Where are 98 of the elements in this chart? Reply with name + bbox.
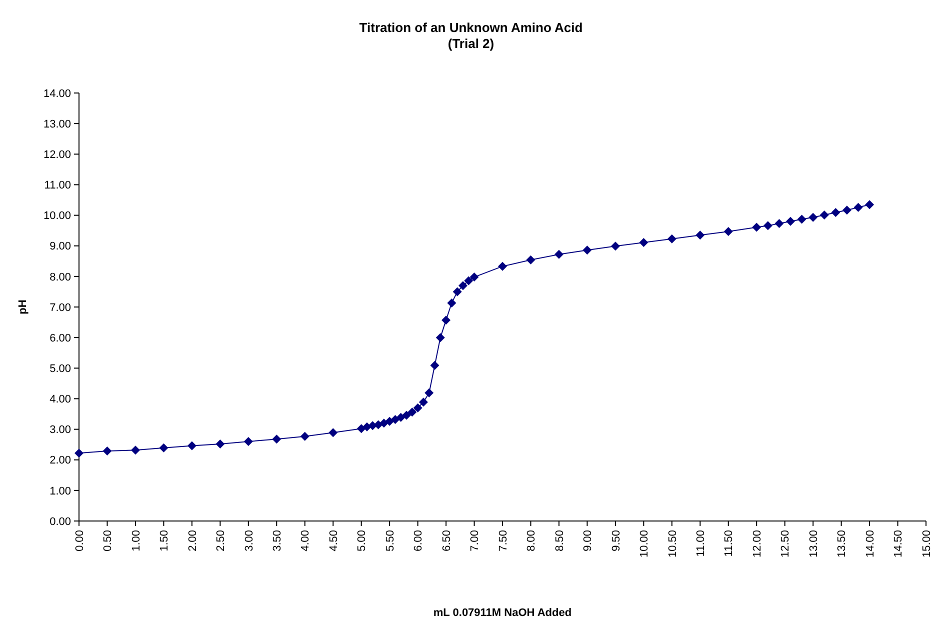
x-axis-title: mL 0.07911M NaOH Added [433,607,572,619]
x-tick-label: 10.50 [666,530,679,558]
point [639,238,648,247]
point [458,281,468,290]
chart-subtitle: (Trial 2) [448,36,494,51]
point [667,234,676,244]
x-tick-label: 8.50 [554,530,566,552]
x-tick-label: 13.00 [808,530,820,558]
point [74,448,84,458]
x-tick-label: 14.50 [892,530,905,558]
y-tick-label: 3.00 [50,424,71,436]
point [696,230,705,240]
point [447,298,456,308]
x-tick-label: 15.00 [920,530,933,558]
x-tick-label: 2.00 [186,530,199,552]
point [436,333,445,342]
point [831,208,840,218]
y-tick-label: 4.00 [50,394,71,406]
x-tick-label: 4.00 [300,530,312,552]
point [402,410,412,420]
x-tick-label: 5.00 [356,530,368,552]
point [452,287,462,296]
point [328,428,338,438]
point [102,446,112,456]
point [797,214,806,224]
point [554,250,564,259]
point [413,403,422,412]
y-tick-label: 6.00 [50,332,71,344]
y-tick-label: 14.00 [43,88,71,100]
x-tick-label: 6.50 [440,530,453,552]
y-tick-label: 12.00 [43,148,71,161]
y-tick-label: 0.00 [50,516,71,528]
point [526,255,536,264]
point [470,272,479,282]
point [808,212,818,222]
point [774,219,784,228]
chart-title: Titration of an Unknown Amino Acid [359,20,583,35]
point [390,415,400,424]
y-tick-label: 9.00 [50,240,71,253]
y-tick-label: 2.00 [50,454,71,467]
x-tick-label: 9.50 [610,530,622,552]
x-tick-label: 11.00 [694,530,707,557]
point [396,412,406,422]
x-tick-label: 8.00 [526,530,538,552]
x-tick-label: 12.00 [751,530,764,558]
point [752,222,762,232]
y-tick-label: 10.00 [43,210,71,222]
point [430,360,440,370]
x-tick-label: 0.50 [102,530,114,552]
x-tick-label: 10.00 [638,530,651,558]
point [408,408,417,417]
point [424,388,434,398]
y-tick-label: 7.00 [50,302,71,314]
point [356,424,366,434]
x-tick-label: 6.00 [412,530,425,552]
point [865,200,874,210]
point [582,246,592,255]
point [159,443,168,452]
point [130,446,140,455]
x-tick-label: 13.50 [836,530,848,558]
x-tick-label: 0.00 [74,530,86,552]
x-tick-label: 1.50 [158,530,171,552]
point [820,210,829,220]
x-tick-label: 3.50 [271,530,284,552]
point [854,202,863,212]
x-tick-label: 7.50 [497,530,510,552]
x-tick-label: 11.50 [723,530,736,557]
point [724,226,733,236]
x-tick-label: 3.00 [243,530,256,552]
point [498,262,507,271]
x-tick-label: 4.50 [328,530,340,552]
x-tick-label: 5.50 [384,530,396,552]
x-tick-label: 14.00 [864,530,876,558]
point [763,221,772,230]
x-tick-label: 7.00 [469,530,482,552]
point [187,441,196,450]
point [786,216,795,226]
point [379,418,388,428]
point [464,276,474,286]
point [300,432,310,441]
y-tick-label: 13.00 [43,118,71,130]
y-tick-label: 1.00 [50,485,71,498]
point [842,206,852,215]
x-tick-label: 12.50 [780,530,792,558]
point [216,439,225,448]
point [385,416,394,426]
x-tick-label: 2.50 [215,530,228,552]
y-axis-title: pH [17,300,29,314]
x-tick-label: 9.00 [582,530,594,552]
point [272,434,282,444]
y-tick-label: 11.00 [44,180,71,192]
y-tick-label: 8.00 [50,271,71,284]
y-tick-label: 5.00 [50,362,71,375]
point [610,242,620,251]
point [418,398,428,407]
point [442,316,451,325]
x-tick-label: 1.00 [130,530,142,552]
point [244,437,253,446]
